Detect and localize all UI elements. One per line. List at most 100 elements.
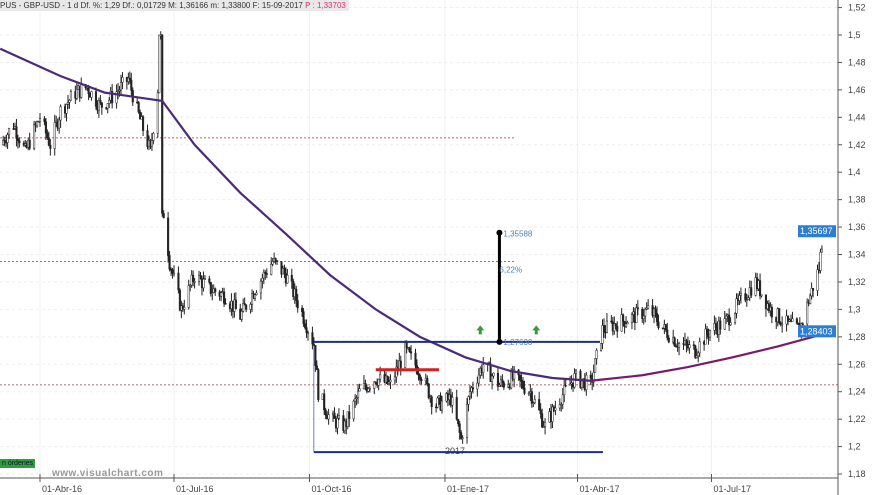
price-candle — [417, 373, 420, 376]
price-candle — [305, 327, 308, 334]
price-candle — [348, 411, 351, 420]
price-candle — [130, 79, 133, 91]
price-candle — [121, 77, 124, 83]
price-candle — [137, 102, 140, 113]
price-candle — [276, 260, 279, 262]
price-candle — [810, 288, 813, 297]
price-candle — [735, 298, 738, 314]
price-candle — [797, 322, 800, 325]
price-candle — [697, 352, 700, 357]
price-candle — [100, 102, 103, 108]
price-candle — [427, 383, 430, 399]
price-candle — [193, 281, 196, 283]
price-candle — [635, 307, 638, 324]
price-candle — [6, 134, 9, 143]
price-candle — [399, 360, 402, 368]
price-candle — [317, 369, 320, 400]
price-candle — [379, 374, 382, 380]
price-candle — [87, 87, 90, 94]
measure-end-top — [496, 229, 503, 236]
price-candle — [302, 311, 305, 324]
price-candle — [482, 364, 485, 373]
price-candle — [274, 258, 277, 261]
price-candle — [563, 384, 566, 396]
price-candle — [373, 381, 376, 389]
price-tag — [798, 225, 836, 238]
price-candle — [66, 102, 70, 105]
price-candle — [172, 272, 176, 275]
price-candle — [59, 106, 62, 121]
price-candle — [314, 345, 317, 366]
price-candle — [199, 274, 202, 280]
price-candle — [311, 332, 314, 345]
price-candle — [183, 307, 186, 310]
price-candle — [476, 382, 479, 390]
price-candle — [492, 372, 495, 377]
x-tick-label: 01-Jul-17 — [713, 484, 751, 494]
price-candle — [170, 268, 173, 271]
price-candle — [418, 374, 421, 380]
price-candle — [647, 305, 650, 309]
price-candle — [602, 325, 606, 333]
price-candle — [622, 314, 625, 322]
price-candle — [430, 396, 433, 408]
price-candle — [457, 418, 460, 425]
price-candle — [760, 294, 763, 297]
price-candle — [408, 347, 411, 353]
orders-badge[interactable]: n órdenes — [0, 459, 36, 468]
price-candle — [551, 406, 554, 422]
price-candle — [16, 138, 19, 141]
x-tick-label: 01-Oct-16 — [311, 484, 351, 494]
last-price-label: P : 1,33703 — [305, 1, 346, 10]
price-candle — [220, 292, 223, 297]
price-candle — [569, 383, 572, 386]
price-candle — [139, 111, 142, 120]
up-arrow-icon — [532, 325, 541, 335]
price-candle — [357, 390, 360, 398]
price-candle — [128, 77, 131, 81]
y-tick-label: 1,32 — [848, 277, 866, 287]
price-candle — [250, 293, 254, 305]
price-candle — [719, 320, 722, 330]
price-candle — [189, 284, 192, 287]
price-candle — [115, 91, 118, 104]
price-candle — [605, 320, 608, 333]
price-candle — [240, 311, 243, 320]
price-candle — [544, 421, 547, 427]
price-candle — [636, 307, 639, 310]
price-candle — [688, 344, 691, 349]
measure-end-bottom — [496, 338, 503, 345]
price-candle — [352, 400, 355, 420]
price-candle — [264, 272, 267, 274]
price-candle — [592, 372, 595, 383]
price-candle — [224, 303, 227, 305]
price-candle — [685, 340, 688, 345]
price-candle — [80, 84, 83, 98]
price-candle — [538, 399, 541, 411]
price-candle — [613, 323, 616, 332]
price-candle — [208, 278, 211, 283]
price-candle — [420, 379, 423, 382]
price-candle — [426, 378, 429, 385]
price-candle — [187, 285, 190, 308]
price-candle — [387, 381, 391, 385]
price-candle — [33, 124, 36, 149]
price-candle — [440, 400, 444, 411]
price-candle — [695, 355, 698, 358]
price-candle — [819, 251, 822, 271]
price-candle — [374, 381, 377, 384]
price-candle — [261, 277, 264, 282]
price-candle — [377, 378, 380, 386]
price-candle — [678, 343, 681, 348]
price-candle — [541, 413, 544, 428]
price-candle — [94, 91, 98, 107]
price-candle — [68, 100, 71, 103]
price-candle — [666, 329, 669, 339]
price-candle — [458, 423, 461, 433]
price-candle — [657, 321, 660, 329]
price-candle — [2, 140, 5, 146]
y-tick-label: 1,2 — [848, 442, 861, 452]
price-candle — [574, 370, 578, 374]
price-candle — [286, 274, 289, 284]
